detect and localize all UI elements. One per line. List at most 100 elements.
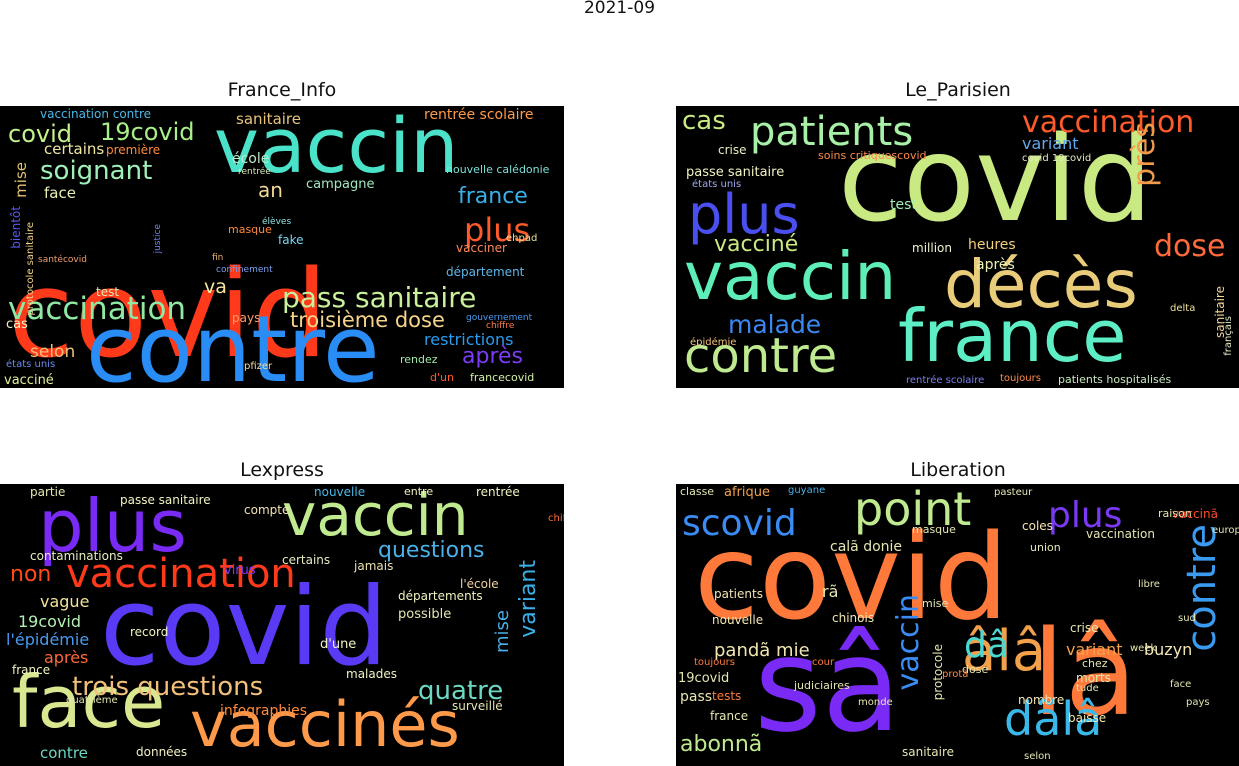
- word: pass: [680, 689, 713, 705]
- word: vacciné: [4, 373, 54, 388]
- word: chiffre: [548, 513, 564, 524]
- word: france: [898, 294, 1127, 378]
- word: quatrième: [66, 695, 118, 706]
- word: campagne: [306, 177, 375, 192]
- word: abonnã: [680, 732, 763, 757]
- word: va: [204, 276, 227, 298]
- word: non: [10, 562, 52, 587]
- word: certains: [44, 140, 105, 158]
- figure-suptitle: 2021-09: [583, 0, 656, 18]
- word: vacciné: [714, 232, 799, 257]
- word: lâ: [1032, 604, 1138, 742]
- word: infographies: [220, 703, 308, 719]
- word: l'école: [460, 577, 499, 591]
- word: cour: [812, 657, 835, 668]
- word: protocole sanitaire: [25, 222, 36, 316]
- word: selon: [30, 342, 76, 362]
- word: malade: [728, 310, 822, 339]
- word: première: [106, 143, 161, 157]
- word: covid: [838, 110, 1153, 248]
- panel-title-lexpress: Lexpress: [240, 459, 324, 481]
- word: selon: [1024, 751, 1051, 762]
- word: vaccin: [891, 594, 926, 691]
- word: nouvelle: [314, 485, 366, 499]
- word: afrique: [724, 485, 770, 500]
- word: classe: [680, 485, 715, 498]
- word: quatre: [418, 676, 504, 706]
- word: soignant: [40, 156, 153, 186]
- word: malades: [346, 667, 397, 681]
- word: fake: [278, 233, 304, 247]
- word: rentrée scolaire: [424, 107, 534, 123]
- word: toujours: [1000, 373, 1041, 384]
- word: l'épidémie: [6, 630, 90, 649]
- word: an: [258, 178, 283, 202]
- word: sâ: [754, 609, 902, 761]
- word: vaccination: [1022, 106, 1195, 140]
- word: questions: [378, 538, 485, 563]
- word: patients hospitalisés: [1058, 373, 1172, 386]
- word: après: [44, 648, 89, 667]
- word: variant: [1022, 134, 1079, 153]
- word: après: [462, 344, 524, 369]
- word: francecovid: [470, 371, 535, 384]
- word: plus: [38, 484, 187, 568]
- word: troisième dose: [290, 308, 445, 332]
- word: france: [458, 184, 528, 209]
- panel-title-le-parisien: Le_Parisien: [905, 79, 1011, 101]
- word: contre: [40, 744, 88, 762]
- word: pandã mie: [714, 640, 810, 661]
- word: point: [854, 484, 972, 536]
- word: face: [12, 660, 166, 744]
- word: vaccinã: [1172, 507, 1218, 521]
- word: libre: [1138, 579, 1160, 590]
- word: covid 19covid: [1022, 153, 1092, 164]
- panel-title-france-info: France_Info: [227, 79, 337, 101]
- word: cas: [682, 106, 726, 136]
- word: vaccin: [282, 484, 469, 549]
- word: trois questions: [72, 672, 264, 702]
- word: bientôt: [9, 206, 23, 249]
- word: états unis: [6, 359, 56, 370]
- panel-title-liberation: Liberation: [910, 459, 1006, 481]
- word: france: [12, 663, 51, 677]
- word: face: [1170, 679, 1192, 690]
- word: contre: [86, 296, 380, 389]
- word: covid: [694, 508, 1009, 646]
- word: dãlâ: [1004, 692, 1103, 746]
- wordcloud-france-info: covid contre vaccin vaccination pass san…: [0, 106, 564, 388]
- word: heures: [968, 237, 1016, 253]
- wordcloud-liberation: covid sâ lâ âlâ point contre scovid plus…: [676, 484, 1239, 766]
- word: ehpad: [506, 233, 538, 244]
- word: contaminations: [30, 549, 123, 563]
- word: plus: [1048, 495, 1123, 536]
- word: pays: [232, 311, 261, 325]
- word: tests: [712, 689, 742, 703]
- word: contre: [1179, 524, 1225, 652]
- word: gouvernement: [466, 313, 533, 323]
- word: raison: [1158, 507, 1192, 520]
- word: vaccin: [684, 238, 897, 315]
- word: d'une: [320, 637, 357, 652]
- word: dâ: [964, 625, 1009, 666]
- word: états unis: [692, 179, 742, 190]
- word: virus: [224, 563, 256, 578]
- word: coles: [1022, 519, 1053, 533]
- word: entre: [404, 485, 434, 498]
- word: nouvelle: [712, 613, 764, 627]
- wordcloud-lexpress: covid vaccinés face plus vaccin vaccinat…: [0, 484, 564, 766]
- word: chez: [1082, 657, 1108, 670]
- word: départements: [398, 589, 483, 603]
- word: judiciaires: [794, 679, 850, 692]
- word: toujours: [694, 657, 735, 668]
- word: dose: [962, 663, 989, 676]
- word: justice: [153, 224, 163, 254]
- word: nombre: [1018, 693, 1065, 707]
- word: union: [1030, 541, 1061, 554]
- word: vaccination: [66, 551, 296, 597]
- word: crise: [718, 143, 747, 157]
- word: million: [912, 241, 952, 255]
- word: patients: [750, 109, 914, 155]
- word: contre: [684, 328, 838, 384]
- word: rentrée: [238, 167, 271, 177]
